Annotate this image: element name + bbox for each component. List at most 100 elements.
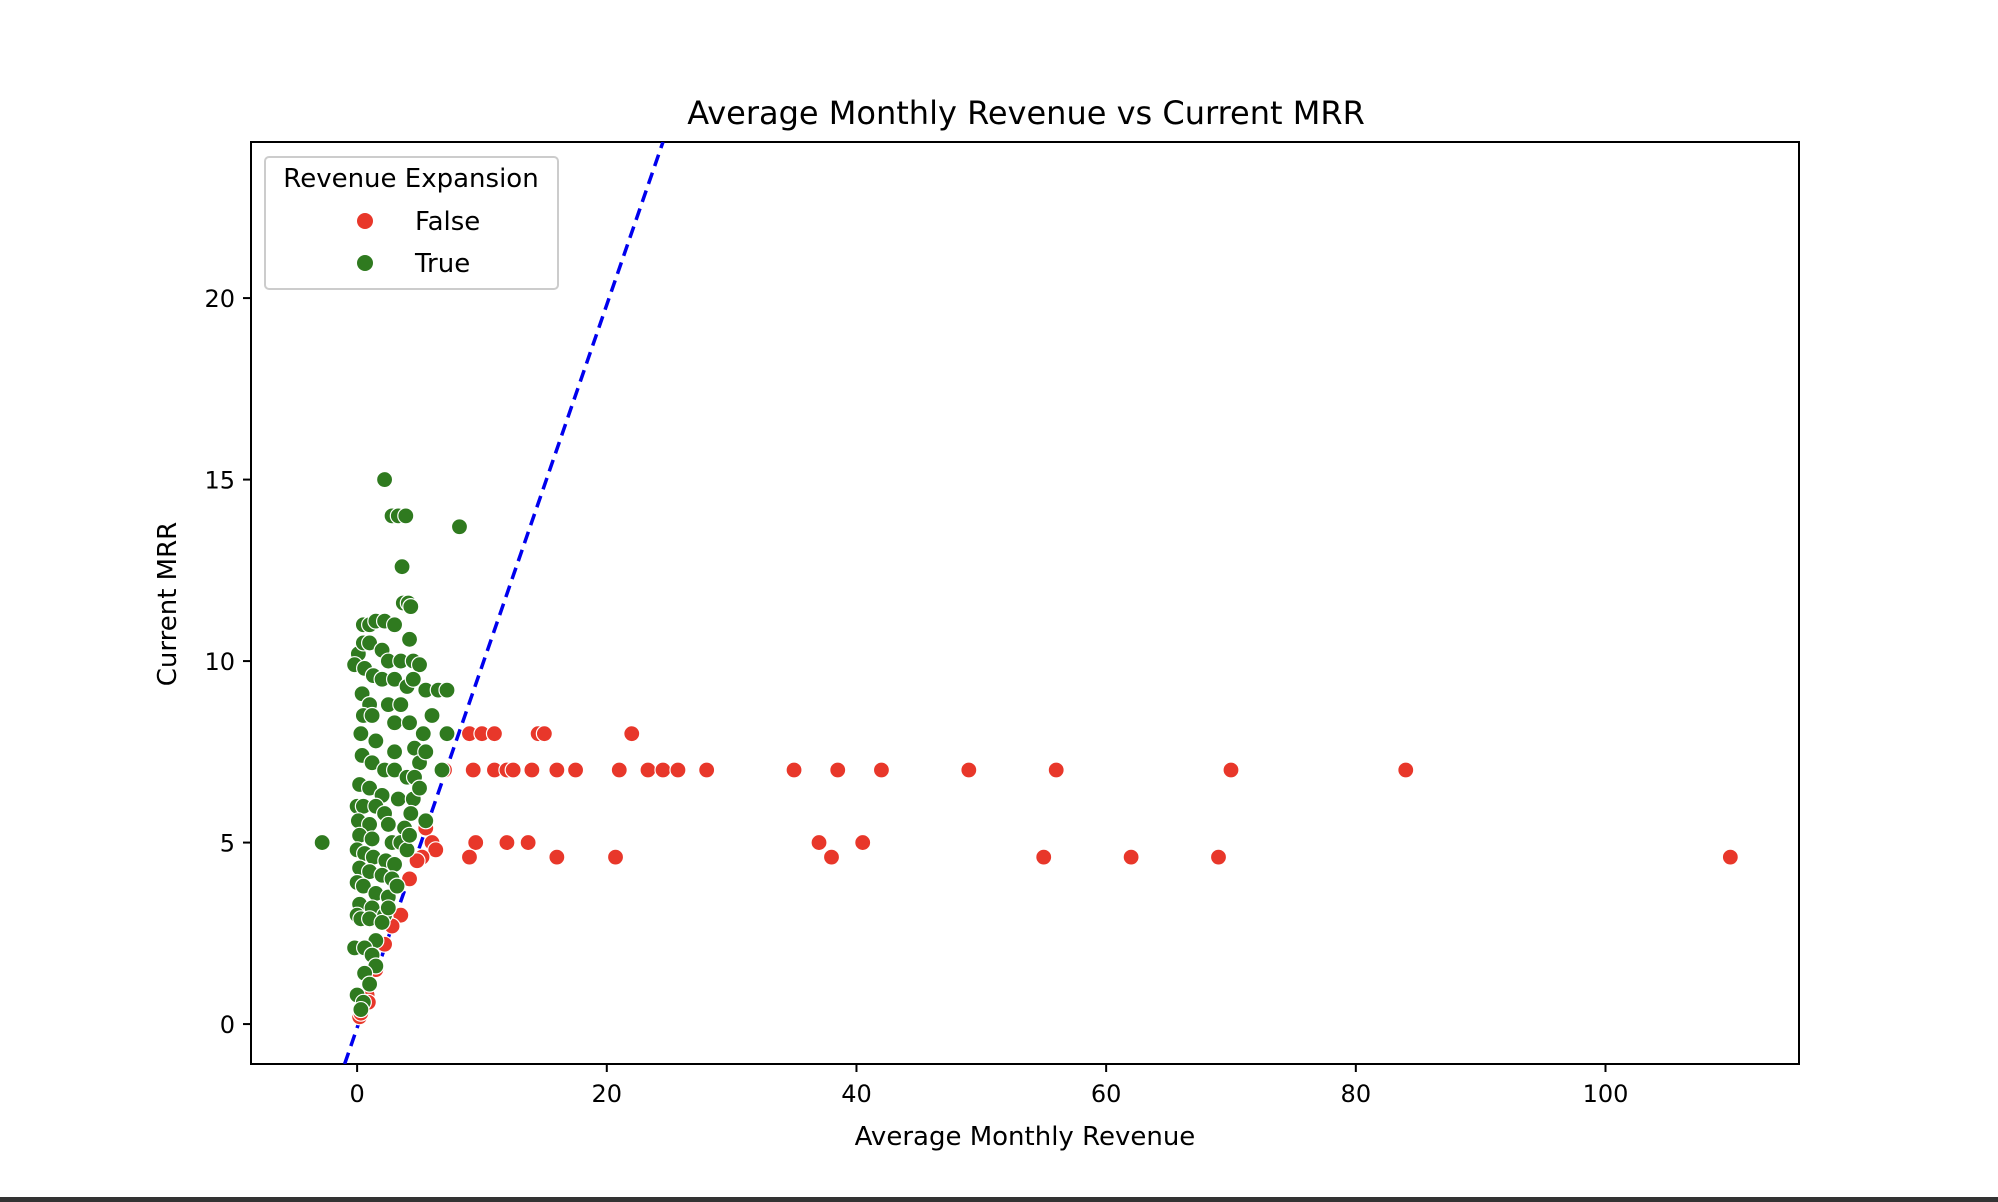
x-tick-label: 80: [1341, 1080, 1372, 1108]
data-point: [352, 1000, 370, 1019]
series-true: [313, 470, 469, 1019]
y-tick-label: 10: [204, 648, 235, 676]
data-point: [654, 761, 672, 779]
data-point: [438, 681, 456, 699]
data-point: [360, 975, 379, 993]
y-axis-ticks: 0 5 10 15 20: [204, 285, 251, 1039]
data-point: [785, 761, 803, 779]
data-point: [400, 826, 419, 844]
data-point: [548, 848, 566, 866]
x-tick-label: 40: [841, 1080, 872, 1108]
data-point: [397, 507, 415, 525]
x-axis-ticks: 0 20 40 60 80 100: [349, 1064, 1628, 1108]
data-point: [408, 852, 426, 870]
x-axis-label: Average Monthly Revenue: [855, 1122, 1196, 1152]
legend: Revenue Expansion False True: [264, 156, 559, 290]
data-point: [467, 833, 485, 852]
legend-box: [264, 156, 559, 290]
window-bottom-border: [0, 1197, 1998, 1202]
x-tick-label: 100: [1583, 1080, 1629, 1108]
data-point: [464, 761, 482, 779]
y-axis-label: Current MRR: [153, 522, 183, 686]
y-tick-label: 5: [220, 830, 235, 858]
data-point: [548, 761, 566, 779]
x-tick-label: 0: [349, 1080, 364, 1108]
data-point: [385, 855, 404, 873]
data-points-layer: [313, 470, 1739, 1026]
data-point: [423, 706, 441, 725]
data-point: [313, 833, 331, 852]
data-point: [400, 714, 419, 732]
legend-title: Revenue Expansion: [283, 164, 538, 194]
plot-area-frame: [250, 141, 1800, 1065]
data-point: [960, 761, 978, 779]
data-point: [606, 848, 625, 866]
data-point: [1222, 761, 1240, 779]
y-tick-label: 20: [204, 285, 235, 313]
data-point: [822, 848, 841, 866]
data-point: [379, 815, 397, 834]
data-point: [392, 696, 410, 714]
data-point: [1209, 848, 1228, 866]
x-tick-label: 20: [592, 1080, 623, 1108]
series-false: [351, 725, 1739, 1026]
data-point: [1035, 848, 1053, 866]
data-point: [810, 833, 828, 852]
data-point: [623, 725, 641, 743]
data-point: [414, 725, 432, 743]
data-point: [417, 812, 435, 830]
data-point: [402, 598, 420, 616]
legend-marker-false: [357, 213, 373, 229]
chart-title: Average Monthly Revenue vs Current MRR: [687, 94, 1365, 132]
data-point: [410, 656, 429, 674]
y-tick-label: 15: [204, 467, 235, 495]
data-point: [417, 743, 435, 761]
data-point: [375, 470, 394, 489]
data-point: [566, 761, 585, 779]
data-point: [460, 848, 479, 866]
data-point: [363, 706, 381, 725]
data-point: [367, 732, 385, 750]
data-point: [1397, 761, 1415, 779]
data-point: [504, 761, 522, 779]
y-tick-label: 0: [220, 1011, 235, 1039]
data-point: [498, 833, 516, 852]
data-point: [829, 761, 847, 779]
data-point: [400, 630, 419, 648]
data-point: [385, 714, 404, 732]
legend-label-false: False: [415, 207, 480, 237]
data-point: [433, 761, 451, 779]
data-point: [404, 670, 422, 688]
data-point: [388, 877, 406, 895]
data-point: [379, 899, 397, 917]
data-point: [427, 841, 445, 859]
data-point: [385, 743, 404, 761]
x-tick-label: 60: [1091, 1080, 1122, 1108]
data-point: [410, 779, 429, 797]
data-point: [1122, 848, 1140, 866]
data-point: [854, 833, 872, 852]
data-point: [352, 725, 370, 743]
data-point: [373, 913, 391, 932]
data-point: [519, 833, 537, 852]
data-point: [402, 804, 420, 823]
legend-label-true: True: [414, 249, 470, 279]
data-point: [639, 761, 657, 779]
data-point: [363, 830, 381, 848]
data-point: [535, 725, 553, 743]
data-point: [393, 558, 411, 576]
data-point: [669, 761, 687, 779]
data-point: [450, 518, 469, 536]
data-point: [610, 761, 628, 779]
data-point: [1721, 848, 1739, 866]
data-point: [698, 761, 716, 779]
data-point: [438, 725, 456, 743]
legend-marker-true: [357, 255, 373, 271]
data-point: [872, 761, 891, 779]
data-point: [523, 761, 541, 779]
data-point: [485, 725, 504, 743]
data-point: [1047, 761, 1065, 779]
data-point: [389, 790, 407, 808]
data-point: [398, 841, 416, 859]
